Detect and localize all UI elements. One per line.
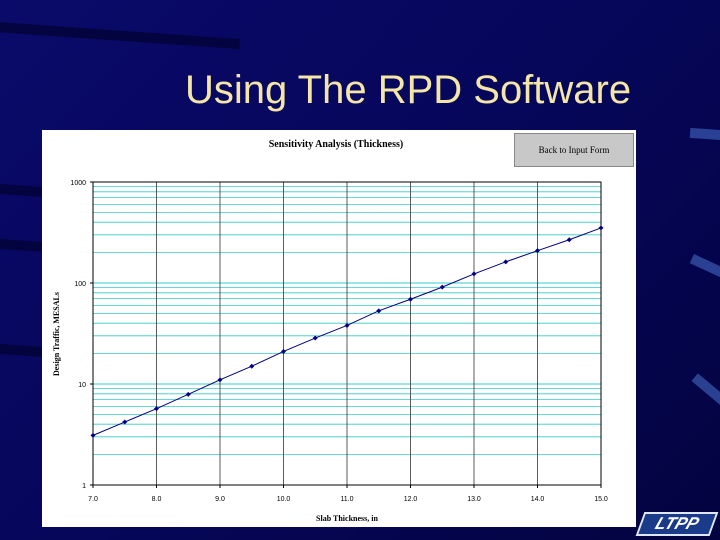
x-tick-label: 9.0 xyxy=(215,496,225,503)
stripe xyxy=(0,20,241,50)
data-point xyxy=(249,363,255,369)
data-point xyxy=(535,248,540,254)
data-point xyxy=(471,271,477,277)
data-point xyxy=(598,225,604,231)
y-axis-label: Design Traffic, MESALs xyxy=(52,292,61,376)
data-point xyxy=(90,432,96,438)
y-tick-label: 10 xyxy=(78,382,86,389)
stripe xyxy=(691,373,720,407)
data-point xyxy=(503,259,509,265)
x-axis-label: Slab Thickness, in xyxy=(316,514,378,523)
y-tick-label: 1000 xyxy=(70,180,86,187)
data-point xyxy=(439,284,445,290)
x-tick-label: 12.0 xyxy=(404,496,418,503)
chart-title: Sensitivity Analysis (Thickness) xyxy=(269,139,403,150)
data-point xyxy=(122,419,128,425)
data-point xyxy=(185,391,191,397)
data-point xyxy=(281,348,286,354)
data-point xyxy=(566,237,572,243)
x-tick-label: 11.0 xyxy=(340,496,353,503)
y-tick-label: 1 xyxy=(82,483,86,490)
back-button[interactable]: Back to Input Form xyxy=(514,133,634,167)
chart: Sensitivity Analysis (Thickness) Slab Th… xyxy=(42,130,636,527)
stripe xyxy=(689,254,720,280)
plot-frame xyxy=(92,181,602,486)
data-point xyxy=(408,296,413,302)
data-point xyxy=(154,406,159,412)
data-point xyxy=(217,377,223,383)
x-tick-label: 8.0 xyxy=(152,496,162,503)
data-point xyxy=(312,335,318,341)
slide-title: Using The RPD Software xyxy=(185,68,632,112)
stripe xyxy=(689,127,720,143)
x-tick-label: 10.0 xyxy=(277,496,291,503)
x-tick-label: 13.0 xyxy=(467,496,481,503)
x-tick-label: 14.0 xyxy=(531,496,545,503)
x-tick-label: 7.0 xyxy=(88,496,98,503)
data-point xyxy=(344,322,350,328)
x-tick-label: 15.0 xyxy=(594,496,608,503)
y-tick-label: 100 xyxy=(74,281,86,288)
data-point xyxy=(376,308,382,314)
logo: LTPP xyxy=(635,512,719,536)
